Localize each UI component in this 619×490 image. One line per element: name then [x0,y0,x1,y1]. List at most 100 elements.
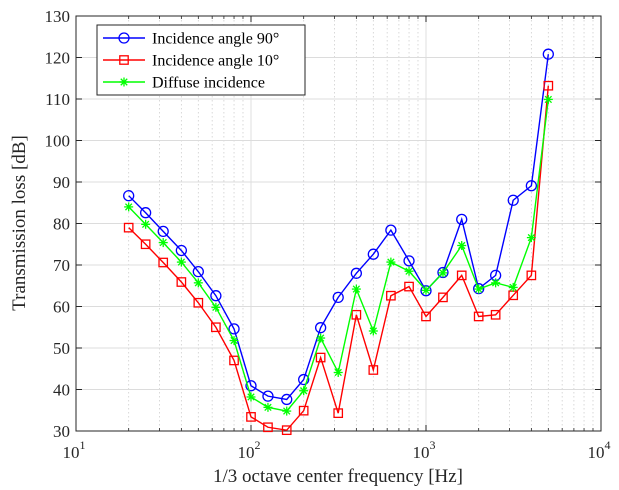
data-point [246,392,256,402]
data-point [351,284,361,294]
data-point [245,380,257,392]
y-tick-label: 130 [45,7,71,26]
marker-stroke [316,334,325,342]
legend-label: Diffuse incidence [152,75,265,92]
marker-stroke [334,368,342,377]
series-1 [123,80,554,436]
data-point [176,277,187,287]
data-point [350,267,363,279]
data-point [229,355,239,366]
legend: Incidence angle 90° Incidence angle 10° Di… [96,24,306,96]
y-tick-label: 50 [53,339,70,358]
data-point [315,352,326,363]
marker-stroke [264,403,272,412]
data-point [420,285,432,297]
data-point [316,333,326,343]
marker-stroke [369,327,378,335]
data-point [193,297,204,308]
y-tick-label: 100 [45,132,71,151]
data-point [192,265,204,278]
data-point [404,281,414,292]
data-point [175,244,188,257]
data-point [438,292,448,303]
marker-stroke [120,78,128,86]
data-point [351,309,362,320]
data-point [124,202,134,212]
data-point [263,402,273,412]
series-line [128,85,550,431]
data-point [473,283,485,295]
data-point [403,255,415,267]
data-point [368,365,379,375]
data-point [542,48,554,60]
data-point [263,422,273,433]
y-axis-label: Transmission loss [dB] [9,135,30,311]
data-point [437,266,449,279]
data-point [193,278,203,288]
data-point [526,233,536,243]
marker-stroke [474,285,483,293]
marker-stroke [230,336,238,345]
legend-item-2: Diffuse incidence [103,75,265,92]
data-point [421,285,431,295]
y-tick-label: 120 [45,49,71,68]
data-point [281,393,293,406]
data-point [474,284,484,294]
data-point [141,219,151,229]
data-point [508,282,518,292]
data-point [456,213,468,226]
y-tick-label: 60 [53,298,70,317]
data-point [367,248,379,260]
y-tick-label: 70 [53,256,70,275]
data-point [123,190,135,202]
x-tick-label: 103 [413,438,436,462]
data-point [333,367,343,377]
marker-stroke [458,241,466,250]
x-tick-label: 102 [238,438,261,462]
marker-stroke [299,387,308,395]
marker-stroke [509,283,517,292]
series-2 [124,94,553,416]
data-point [299,386,309,396]
data-point [526,270,537,281]
data-point [525,180,538,192]
series-layer [123,48,554,436]
axes: 101 102 103 104 30 40 50 60 70 80 90 100 110 120 130 [45,7,611,462]
legend-item-1: Incidence angle 10° [103,53,279,70]
marker-stroke [194,279,203,287]
marker-stroke [405,267,413,275]
data-point [119,55,129,65]
data-point [298,373,310,386]
data-point [119,77,129,87]
data-point [211,322,221,333]
marker-stroke [212,303,220,312]
data-point [298,405,309,416]
data-point [228,323,240,335]
y-tick-label: 110 [45,90,70,109]
legend-label: Incidence angle 10° [152,53,279,70]
data-point [404,266,414,276]
marker-stroke [387,258,395,266]
data-point [262,390,274,402]
marker-stroke [283,407,291,415]
data-point [281,425,292,436]
x-tick-label: 101 [63,438,86,462]
marker-stroke [491,279,500,287]
legend-item-0: Incidence angle 90° [103,31,279,48]
data-point [507,194,519,206]
data-point [246,412,256,422]
marker-stroke [352,285,361,293]
data-point [386,257,396,267]
y-tick-label: 30 [53,422,70,441]
data-point [456,270,467,281]
data-point [229,336,239,346]
data-point [473,311,484,322]
marker-stroke [527,233,536,242]
data-point [385,224,397,236]
data-point [386,290,396,301]
data-point [490,309,501,320]
marker-stroke [544,95,553,104]
data-point [438,268,448,278]
data-point [368,326,378,336]
